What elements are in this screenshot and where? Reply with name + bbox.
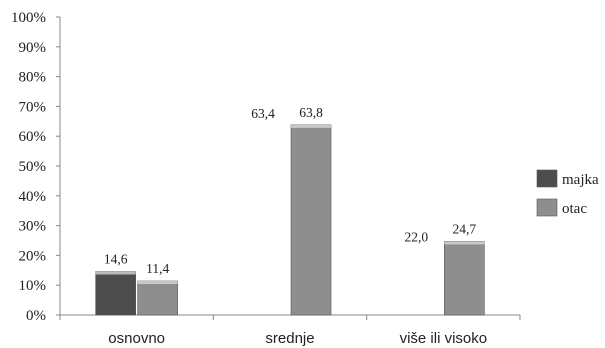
x-axis-categories: osnovno srednje više ili visoko	[59, 315, 521, 347]
y-tick-label: 70%	[19, 99, 47, 115]
bars	[95, 124, 485, 316]
category-label: srednje	[265, 330, 314, 347]
legend-label-otac: otac	[562, 201, 587, 217]
data-label: 63,4	[251, 106, 275, 121]
bar-top-bevel	[444, 241, 485, 245]
data-label: 14,6	[104, 251, 128, 266]
y-tick-label: 60%	[19, 129, 47, 145]
data-labels: 14,6 63,4 22,0 11,4 63,8 24,7	[104, 105, 477, 276]
y-axis-ticks: 0% 10% 20% 30% 40% 50% 60% 70% 80% 90% 100%	[11, 10, 60, 324]
data-label: 63,8	[299, 105, 323, 120]
data-label: 24,7	[453, 221, 477, 236]
data-label: 11,4	[146, 261, 169, 276]
y-tick-label: 100%	[11, 10, 46, 26]
y-tick-label: 80%	[19, 70, 47, 86]
bar-otac-2	[444, 241, 485, 316]
y-tick-label: 90%	[19, 40, 47, 56]
bar-top-bevel	[291, 124, 331, 128]
legend-swatch-otac	[536, 198, 558, 217]
category-label: više ili visoko	[400, 330, 488, 347]
y-tick-label: 50%	[19, 159, 47, 175]
bar-otac-0	[137, 280, 178, 316]
y-tick-label: 40%	[19, 189, 47, 205]
y-tick-label: 10%	[19, 278, 47, 294]
y-tick-label: 20%	[19, 248, 47, 264]
bar-top-bevel	[95, 271, 136, 275]
legend-swatch-majka	[536, 169, 558, 188]
bar-otac-1	[290, 124, 332, 316]
data-label: 22,0	[405, 229, 429, 244]
category-label: osnovno	[108, 330, 165, 347]
bar-majka-0	[95, 271, 136, 316]
y-tick-label: 0%	[26, 308, 46, 324]
legend-label-majka: majka	[562, 172, 599, 188]
y-tick-label: 30%	[19, 219, 47, 235]
legend: majka otac	[536, 169, 599, 217]
bar-top-bevel	[137, 281, 178, 285]
